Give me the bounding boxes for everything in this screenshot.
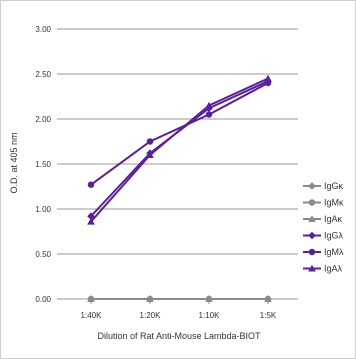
series-6: [87, 74, 272, 225]
legend-label: IgGκ: [324, 181, 344, 191]
data-point: [87, 217, 95, 225]
data-point: [264, 74, 272, 82]
series-lines: [87, 74, 272, 303]
series-line: [90, 77, 269, 223]
legend-label: IgAλ: [324, 264, 343, 274]
y-tick-label: 2.00: [35, 115, 51, 124]
data-point: [146, 295, 154, 303]
y-tick-label: 2.50: [35, 70, 51, 79]
data-point: [87, 212, 95, 220]
series-line: [90, 82, 269, 186]
legend-item: IgAκ: [303, 214, 343, 224]
x-axis-title: Dilution of Rat Anti-Mouse Lambda-BIOT: [97, 331, 261, 341]
gridlines: [57, 28, 298, 304]
od-dilution-chart: 0.000.501.001.502.002.503.00 1:40K 1:20K 1…: [9, 25, 344, 341]
legend-marker: [308, 231, 316, 240]
legend-item: IgGλ: [303, 231, 344, 241]
legend-item: IgAλ: [303, 264, 343, 274]
data-point: [87, 295, 95, 303]
legend: IgGκ IgMκ IgAκ IgGλ IgMλ IgAλ: [303, 181, 344, 274]
series-4: [87, 77, 272, 220]
legend-marker: [308, 182, 316, 190]
data-point: [205, 101, 213, 109]
legend-item: IgMλ: [303, 247, 344, 257]
x-tick-label: 1:20K: [140, 311, 162, 320]
data-point: [146, 151, 154, 159]
y-tick-label: 1.50: [35, 160, 51, 169]
y-tick-label: 0.50: [35, 250, 51, 259]
series-5: [87, 79, 272, 188]
y-tick-label: 3.00: [35, 25, 51, 34]
data-point: [87, 181, 95, 188]
legend-marker: [308, 264, 316, 272]
legend-marker: [308, 215, 316, 223]
y-tick-label: 1.00: [35, 205, 51, 214]
x-tick-labels: 1:40K 1:20K 1:10K 1:5K: [81, 311, 277, 320]
x-tick-label: 1:5K: [260, 311, 277, 320]
series-3: [87, 295, 272, 303]
y-tick-label: 0.00: [35, 295, 51, 304]
legend-item: IgMκ: [303, 198, 344, 208]
series-line: [90, 80, 269, 217]
legend-label: IgGλ: [324, 231, 344, 241]
legend-marker: [308, 199, 316, 206]
x-tick-label: 1:40K: [81, 311, 103, 320]
legend-label: IgMκ: [324, 198, 344, 208]
y-tick-labels: 0.00 0.50 1.00 1.50 2.00 2.50 3.00: [35, 25, 51, 304]
legend-marker: [308, 248, 316, 256]
data-point: [205, 295, 213, 303]
y-axis-title: O.D. at 405 nm: [9, 132, 19, 193]
data-point: [205, 111, 213, 118]
legend-label: IgMλ: [324, 247, 344, 257]
x-tick-label: 1:10K: [199, 311, 221, 320]
legend-item: IgGκ: [303, 181, 344, 191]
data-point: [264, 295, 272, 303]
legend-label: IgAκ: [324, 214, 343, 224]
data-point: [146, 138, 154, 145]
